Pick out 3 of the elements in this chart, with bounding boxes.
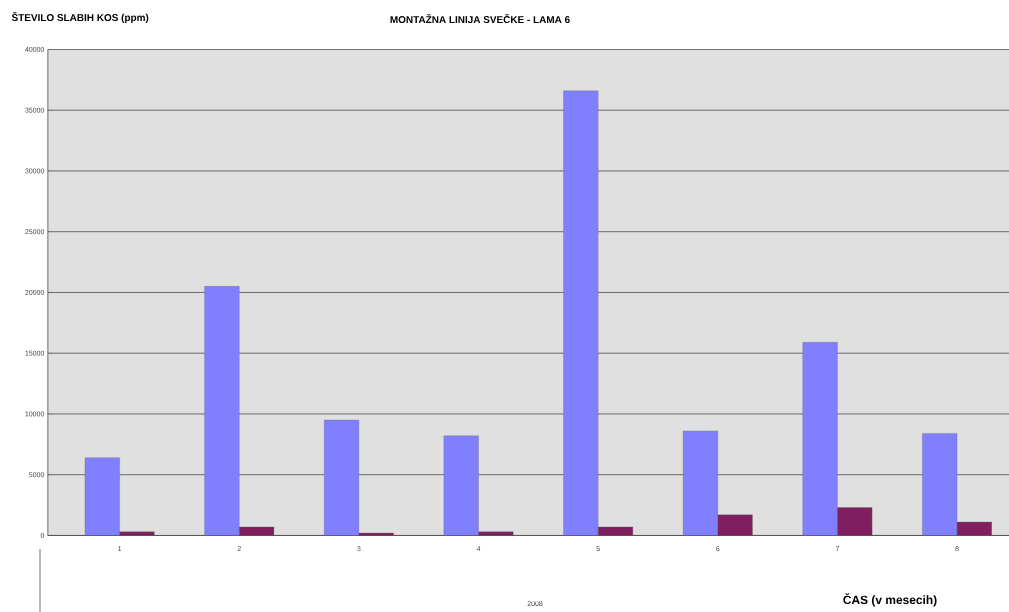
chart-title: MONTAŽNA LINIJA SVEČKE - LAMA 6 <box>390 14 570 24</box>
x-axis-title: ČAS (v mesecih) <box>843 593 937 607</box>
y-axis-title: ŠTEVILO SLABIH KOS (ppm) <box>11 12 149 24</box>
